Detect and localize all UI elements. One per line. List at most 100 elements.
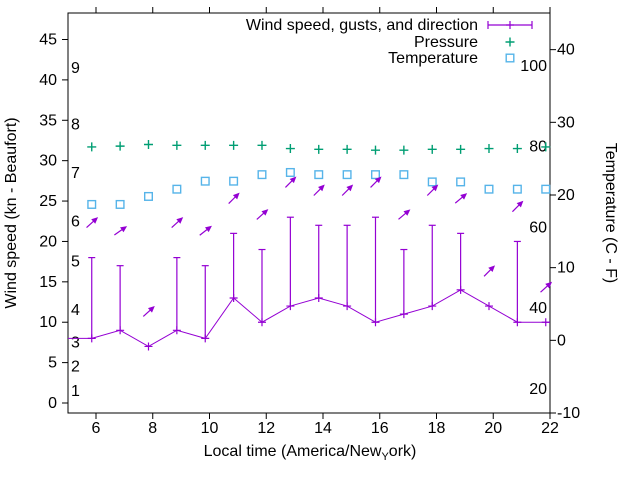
wind-point (201, 334, 210, 343)
wind-point (484, 302, 493, 311)
pressure-point (456, 144, 466, 154)
temperature-point (143, 191, 153, 201)
wind-direction-arrow (228, 192, 240, 205)
arrow-shaft (256, 212, 265, 220)
beaufort-label: 7 (71, 165, 80, 182)
arrow-shaft (370, 180, 378, 188)
temperature-point (229, 176, 239, 186)
temperature-point (370, 170, 380, 180)
wind-speed-line (68, 289, 550, 348)
y-right-tick-label: 30 (557, 114, 575, 131)
wind-direction-arrow (370, 176, 382, 188)
wind-point (286, 302, 295, 311)
arrow-head (460, 193, 468, 200)
wind-point (399, 310, 408, 319)
y-left-tick-label: 20 (39, 233, 57, 250)
temperature-point (456, 177, 466, 187)
beaufort-label: 9 (71, 60, 80, 77)
arrow-head (147, 306, 155, 313)
x-tick-label: 8 (148, 420, 157, 437)
legend-label-wind: Wind speed, gusts, and direction (246, 17, 478, 34)
y-left-tick-label: 45 (39, 31, 57, 48)
wind-point (87, 334, 96, 343)
wind-direction-arrows (86, 176, 553, 317)
legend-label-temperature: Temperature (388, 50, 478, 67)
pressure-point (172, 140, 182, 150)
arrow-head (403, 209, 411, 216)
arrow-shaft (313, 188, 321, 196)
temperature-point (541, 184, 551, 194)
x-tick-label: 18 (428, 420, 446, 437)
x-axis-ticks: 6 8 10 12 14 16 18 20 22 (92, 7, 559, 437)
wind-direction-arrow (142, 306, 155, 317)
legend-wind-marker (506, 21, 514, 29)
arrow-head (91, 217, 99, 224)
arrow-head (516, 200, 524, 208)
wind-point (513, 318, 522, 327)
wind-point (257, 318, 266, 327)
arrow-head (431, 184, 439, 192)
pressure-point (484, 144, 494, 154)
fahrenheit-label: 60 (529, 219, 547, 236)
arrow-shaft (511, 204, 520, 213)
legend: Wind speed, gusts, and directionPressure… (246, 17, 533, 67)
axis-titles: Local time (America/NewYork) Wind speed (… (3, 117, 619, 463)
arrow-head (374, 176, 382, 184)
y-right-tick-label: -10 (557, 405, 580, 422)
pressure-point (143, 140, 153, 150)
pressure-point (342, 144, 352, 154)
arrow-shaft (114, 229, 123, 236)
legend-label-pressure: Pressure (414, 34, 478, 51)
beaufort-label: 3 (71, 334, 80, 351)
temperature-point (427, 177, 437, 187)
y-left-tick-label: 40 (39, 72, 57, 89)
beaufort-label: 1 (71, 383, 80, 400)
wind-point (314, 293, 323, 302)
temperature-point (484, 184, 494, 194)
wind-direction-arrow (313, 184, 325, 196)
axes (67, 12, 551, 414)
pressure-point (512, 144, 522, 154)
arrow-head (318, 184, 325, 192)
arrow-shaft (426, 188, 435, 196)
arrow-head (120, 226, 128, 233)
y-right-tick-label: 20 (557, 187, 575, 204)
beaufort-label: 5 (71, 254, 80, 271)
temperature-point (87, 199, 97, 209)
beaufort-label: 2 (71, 359, 80, 376)
wind-point (428, 302, 437, 311)
pressure-point (257, 140, 267, 150)
temperature-point (342, 170, 352, 180)
y-left-tick-label: 25 (39, 193, 57, 210)
wind-direction-arrow (171, 217, 184, 228)
arrow-shaft (171, 220, 180, 228)
wind-direction-arrow (86, 217, 99, 228)
fahrenheit-label: 100 (520, 58, 547, 75)
wind-direction-arrow (511, 200, 524, 213)
arrow-shaft (284, 180, 293, 188)
temperature-point (285, 167, 295, 177)
y-right-tick-label: 10 (557, 260, 575, 277)
arrow-head (346, 184, 354, 192)
wind-direction-arrow (483, 265, 496, 277)
pressure-point (314, 144, 324, 154)
wind-point (229, 293, 238, 302)
temperature-point (314, 170, 324, 180)
y-left-axis-title: Wind speed (kn - Beaufort) (3, 117, 20, 308)
pressure-series (87, 140, 551, 155)
arrow-head (289, 176, 297, 184)
y-right-tick-label: 0 (557, 332, 566, 349)
wind-point (343, 302, 352, 311)
arrow-shaft (86, 220, 95, 228)
arrow-head (232, 192, 240, 200)
fahrenheit-label: 40 (529, 300, 547, 317)
x-tick-label: 20 (484, 420, 502, 437)
arrow-head (204, 225, 212, 233)
wind-point (371, 318, 380, 327)
x-axis-title: Local time (America/NewYork) (204, 443, 417, 463)
temperature-point (200, 176, 210, 186)
arrow-shaft (483, 269, 492, 277)
arrow-shaft (341, 188, 350, 196)
